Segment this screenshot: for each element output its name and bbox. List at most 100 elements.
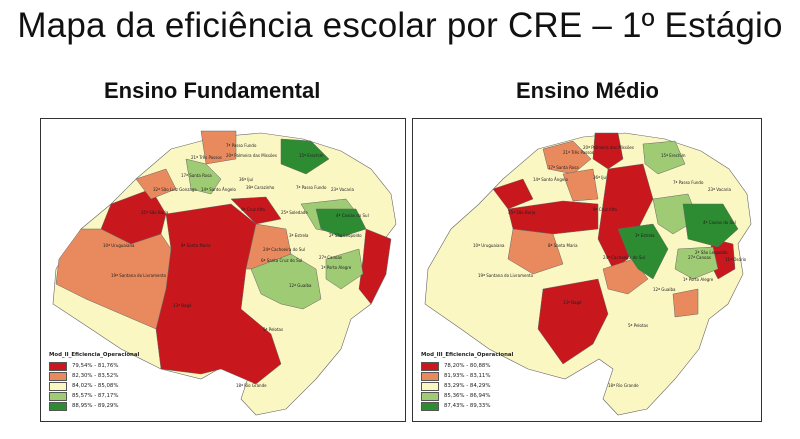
region-label: 15ª Erechim — [661, 153, 686, 158]
map-legend-medio: Mod_III_Eficiencia_Operacional 78,20% - … — [421, 352, 513, 411]
region-label: 18ª Rio Grande — [236, 383, 267, 388]
region-label: 10ª Uruguaiana — [473, 243, 505, 248]
legend-swatch — [49, 371, 67, 381]
page-title: Mapa da eficiência escolar por CRE – 1º … — [17, 6, 783, 45]
region-label: 19ª Santana do Livramento — [111, 273, 167, 278]
region-label: 24ª Cachoeira do Sul — [263, 247, 305, 252]
legend-range: 87,43% - 89,33% — [444, 403, 491, 409]
region-label: 32ª São Luiz Gonzaga — [153, 187, 197, 192]
region-label: 8ª Santa Maria — [181, 243, 211, 248]
region-label: 7ª Passo Fundo — [673, 180, 704, 185]
region-label: 35ª São Borja — [508, 210, 536, 215]
region-label: 17ª Santa Rosa — [181, 173, 212, 178]
legend-range: 83,29% - 84,29% — [444, 383, 491, 389]
legend-title: Mod_II_Eficiencia_Operacional — [49, 352, 140, 358]
region-label: 19ª Santana do Livramento — [478, 273, 534, 278]
region-label: 24ª Cachoeira do Sul — [603, 255, 645, 260]
region-green-central — [250, 253, 322, 310]
legend-entry: 82,30% - 83,52% — [49, 371, 139, 381]
legend-swatch — [421, 401, 439, 411]
region-label: 39ª Carazinho — [246, 185, 275, 190]
region-darkgreen-central — [617, 223, 669, 280]
legend-swatch — [421, 381, 439, 391]
region-label: 18ª Rio Grande — [608, 383, 639, 388]
region-label: 9ª Cruz Alta — [593, 207, 617, 212]
region-label: 21ª Três Passos — [563, 150, 594, 155]
region-label: 35ª São Borja — [141, 210, 169, 215]
map-subtitle-fundamental: Ensino Fundamental — [104, 78, 321, 103]
legend-entry: 81,93% - 83,11% — [421, 371, 513, 381]
region-label: 36ª Ijuí — [239, 177, 254, 182]
region-salmon-north — [562, 168, 599, 202]
legend-swatch — [421, 391, 439, 401]
region-label: 10ª Uruguaiana — [103, 243, 135, 248]
region-label: 11ª Osório — [725, 257, 747, 262]
region-label: 3ª Estrela — [289, 233, 309, 238]
region-label: 4ª Caxias do Sul — [703, 220, 736, 225]
region-label: 1ª Porto Alegre — [321, 265, 352, 270]
region-label: 1ª Porto Alegre — [683, 277, 714, 282]
map-panel-medio: 20ª Palmeira das Missões 21ª Três Passos 1… — [412, 118, 762, 422]
region-red-mid — [230, 196, 282, 225]
region-green-se — [325, 248, 364, 290]
region-label: 2ª São Leopoldo — [329, 233, 362, 238]
region-label: 27ª Canoas — [319, 255, 342, 260]
region-label: 7ª Passo Fundo — [296, 185, 327, 190]
map-fundamental: 7ª Passo Fundo 20ª Palmeira das Missões 21… — [52, 130, 397, 416]
legend-title: Mod_III_Eficiencia_Operacional — [421, 352, 514, 358]
map-panel-fundamental: 7ª Passo Fundo 20ª Palmeira das Missões 21… — [40, 118, 406, 422]
region-green-se — [674, 246, 719, 280]
region-label: 13ª Bagé — [173, 303, 192, 308]
region-salmon-east — [602, 258, 649, 295]
region-label: 6ª Santa Cruz do Sul — [261, 258, 302, 263]
legend-swatch — [49, 391, 67, 401]
region-label: 4ª Caxias do Sul — [336, 213, 369, 218]
map-legend-fundamental: Mod_II_Eficiencia_Operacional 79,54% - 8… — [49, 352, 139, 411]
region-green-north — [642, 140, 686, 175]
region-salmon-north — [200, 130, 237, 165]
map-subtitle-medio: Ensino Médio — [516, 78, 659, 103]
region-red-east — [358, 228, 392, 305]
legend-swatch — [421, 361, 439, 371]
region-label: 27ª Canoas — [688, 255, 711, 260]
region-label: 21ª Três Passos — [191, 155, 222, 160]
region-red-west — [492, 178, 534, 210]
legend-range: 88,95% - 89,29% — [72, 403, 119, 409]
legend-swatch — [421, 371, 439, 381]
region-darkgreen-caxias — [682, 203, 739, 248]
region-label: 23ª Vacaria — [331, 187, 355, 192]
legend-swatch — [49, 401, 67, 411]
legend-range: 85,57% - 87,17% — [72, 393, 119, 399]
legend-range: 79,54% - 81,76% — [72, 363, 119, 369]
region-green-north — [185, 158, 222, 195]
legend-entry: 79,54% - 81,76% — [49, 361, 139, 371]
region-red-north — [592, 132, 624, 170]
region-label: 36ª Ijuí — [593, 175, 608, 180]
region-label: 3ª Estrela — [635, 233, 655, 238]
legend-entry: 78,20% - 80,88% — [421, 361, 513, 371]
region-darkgreen-caxias — [315, 208, 367, 238]
legend-entry: 87,43% - 89,33% — [421, 401, 513, 411]
legend-swatch — [49, 361, 67, 371]
legend-entry: 84,02% - 85,08% — [49, 381, 139, 391]
region-label: 20ª Palmeira das Missões — [226, 153, 277, 158]
region-label: 14ª Santo Ângelo — [533, 177, 568, 182]
region-salmon-se — [672, 288, 699, 318]
region-label: 14ª Santo Ângelo — [201, 187, 236, 192]
legend-swatch — [49, 381, 67, 391]
region-label: 5ª Pelotas — [628, 323, 648, 328]
legend-entry: 85,57% - 87,17% — [49, 391, 139, 401]
region-darkgreen-erechim — [280, 138, 330, 175]
region-salmon-west — [55, 228, 172, 330]
legend-entry: 88,95% - 89,29% — [49, 401, 139, 411]
legend-entry: 83,29% - 84,29% — [421, 381, 513, 391]
region-label: 13ª Bagé — [563, 300, 582, 305]
region-label: 7ª Passo Fundo — [226, 143, 257, 148]
region-label: 8ª Santa Maria — [548, 243, 578, 248]
legend-range: 82,30% - 83,52% — [72, 373, 119, 379]
region-salmon-nw — [542, 140, 592, 175]
region-salmon-santamaria — [507, 228, 564, 275]
legend-range: 78,20% - 80,88% — [444, 363, 491, 369]
legend-range: 81,93% - 83,11% — [444, 373, 491, 379]
